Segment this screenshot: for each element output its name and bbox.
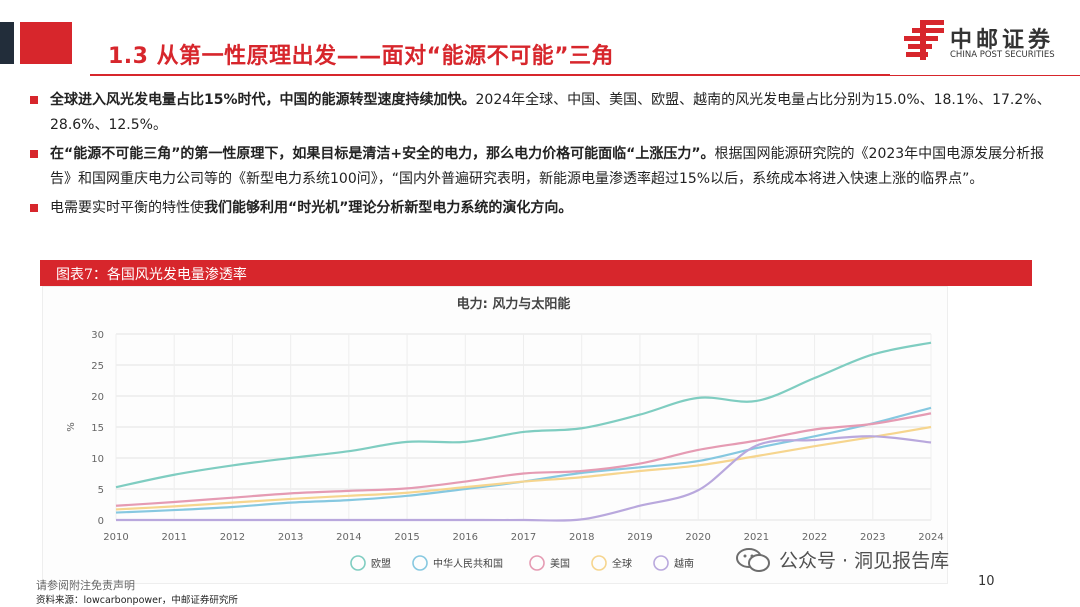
x-tick-label: 2010 [103,532,128,543]
y-tick-label: 15 [91,423,104,434]
logo-name: 中邮证券 [950,28,1055,53]
x-tick-label: 2019 [627,532,652,543]
x-tick-label: 2021 [744,532,769,543]
legend-marker [412,555,428,571]
legend-label: 全球 [612,557,632,570]
china-post-emblem-icon [904,20,944,60]
slide-accent-bar-dark [0,22,14,64]
bullet-square-icon [30,204,38,212]
title-underline [90,74,890,76]
legend-label: 越南 [674,557,694,570]
x-tick-label: 2014 [336,532,361,543]
legend-label: 美国 [550,557,570,570]
bullet-item: 在“能源不可能三角”的第一性原理下，如果目标是清洁+安全的电力，那么电力价格可能… [30,142,1060,192]
y-tick-label: 30 [91,330,104,341]
bullet-item: 全球进入风光发电量占比15%时代，中国的能源转型速度持续加快。2024年全球、中… [30,88,1060,138]
watermark-text: 公众号 · 洞见报告库 [779,550,950,572]
chart-panel [42,286,948,584]
bullet-bold-text: 全球进入风光发电量占比15%时代，中国的能源转型速度持续加快。 [50,92,476,108]
company-logo: 中邮证券 CHINA POST SECURITIES [902,18,1077,66]
legend-label: 欧盟 [371,558,391,570]
watermark: 公众号 · 洞见报告库 [735,546,949,573]
legend-marker [653,555,669,571]
x-tick-label: 2012 [220,532,245,543]
x-tick-label: 2016 [453,532,478,543]
bullet-text: 电需要实时平衡的特性使 [50,200,204,216]
y-tick-label: 25 [91,361,104,372]
bullet-item: 电需要实时平衡的特性使我们能够利用“时光机”理论分析新型电力系统的演化方向。 [30,196,1060,221]
series-line [116,435,932,522]
bullet-text: 2024年全球、中国、美国、欧盟、越南的风光发电量占比分别为15.0%、18.1… [50,92,1051,133]
x-tick-label: 2017 [511,532,536,543]
page-number: 10 [978,574,995,589]
source-note: 资料来源：lowcarbonpower，中邮证券研究所 [36,595,238,606]
legend-marker [529,555,545,571]
x-tick-label: 2023 [860,532,885,543]
bullet-list: 全球进入风光发电量占比15%时代，中国的能源转型速度持续加快。2024年全球、中… [30,88,1060,221]
x-tick-label: 2020 [685,532,710,543]
y-tick-label: 20 [91,392,104,403]
x-tick-label: 2024 [918,532,943,543]
chart-title: 电力: 风力与太阳能 [457,296,571,312]
disclaimer: 请参阅附注免责声明 [36,579,135,592]
y-tick-label: 0 [98,516,104,527]
bullet-text: 根据国网能源研究院的《2023年中国电源发展分析报告》和国网重庆电力公司等的《新… [50,146,1045,187]
figure-label: 图表7：各国风光发电量渗透率 [56,267,247,283]
x-tick-label: 2022 [802,532,827,543]
bullet-bold-text: 在“能源不可能三角”的第一性原理下，如果目标是清洁+安全的电力，那么电力价格可能… [50,146,715,162]
line-chart: 电力: 风力与太阳能 0 5 10 15 20 25 30 2010 2011 2012 2013 20… [66,296,944,571]
series-line [115,412,932,507]
bullet-square-icon [30,96,38,104]
logo-subtitle: CHINA POST SECURITIES [950,50,1055,60]
legend-marker [350,555,366,571]
slide-title: 1.3 从第一性原理出发——面对“能源不可能”三角 [108,44,615,69]
x-tick-label: 2018 [569,532,594,543]
series-line [115,425,932,511]
y-tick-label: 5 [98,485,104,496]
figure-banner: 图表7：各国风光发电量渗透率 [40,260,1032,286]
bullet-square-icon [30,150,38,158]
x-tick-label: 2015 [394,532,419,543]
y-axis-label: % [66,422,77,432]
x-tick-label: 2011 [161,532,186,543]
wechat-icon [736,547,770,572]
slide-accent-bar-red [20,22,72,64]
legend-marker [591,555,607,571]
series-line [115,341,932,489]
bullet-bold-text: 我们能够利用“时光机”理论分析新型电力系统的演化方向。 [204,200,573,216]
x-tick-label: 2013 [278,532,303,543]
legend-label: 中华人民共和国 [433,557,503,570]
y-tick-label: 10 [91,454,104,465]
title-underline-thin [890,75,1080,76]
